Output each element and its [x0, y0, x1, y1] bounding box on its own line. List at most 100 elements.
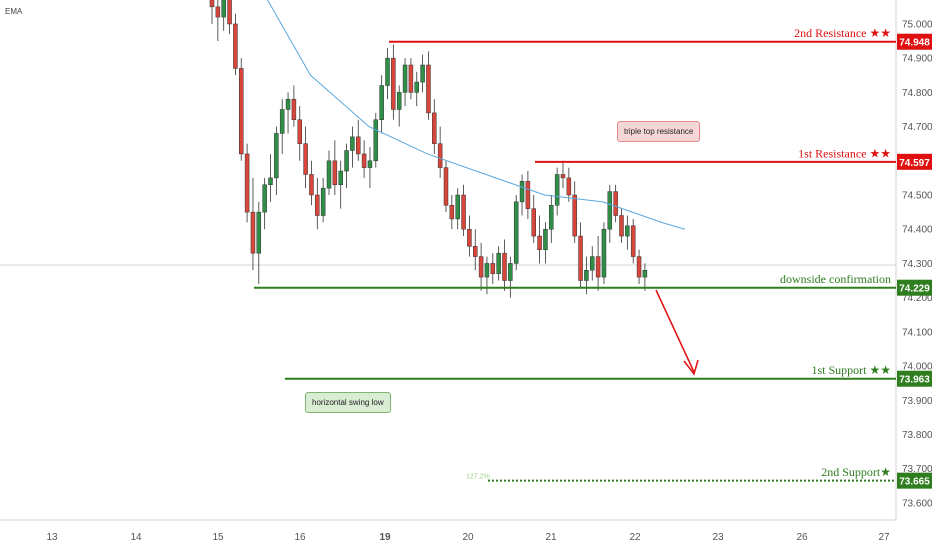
- x-tick-label: 27: [878, 532, 890, 543]
- candle-body: [396, 92, 402, 110]
- x-tick-label: 23: [712, 532, 724, 543]
- fib-label: 127.2%: [466, 474, 490, 481]
- x-tick-label: 21: [545, 532, 557, 543]
- candle-body: [315, 194, 320, 216]
- candle-body: [420, 64, 425, 83]
- y-tick-label: 74.400: [902, 225, 932, 236]
- candle-body: [320, 187, 326, 216]
- price-tag-value: 74.229: [899, 284, 930, 295]
- y-tick-label: 73.700: [902, 464, 932, 475]
- x-tick-label: 15: [212, 532, 224, 543]
- candle-body: [256, 211, 262, 254]
- indicator-legend: EMA: [5, 7, 23, 16]
- candle-body: [332, 160, 338, 185]
- candle-body: [543, 228, 548, 250]
- candle-body: [537, 235, 542, 250]
- candle-body: [554, 174, 560, 206]
- candle-body: [642, 270, 648, 278]
- candle-body: [595, 256, 601, 278]
- candle-body: [227, 0, 232, 25]
- price-tag: [897, 279, 932, 296]
- candle-body: [437, 143, 443, 168]
- candle-body: [519, 181, 525, 203]
- candle-body: [209, 0, 215, 8]
- level-label: 1st Support ★★: [811, 363, 891, 377]
- level-label: 1st Resistance ★★: [798, 146, 891, 160]
- y-tick-label: 74.200: [902, 293, 932, 304]
- level-label: 2nd Resistance ★★: [794, 26, 891, 40]
- x-tick-label: 19: [379, 532, 391, 543]
- price-tag-value: 74.948: [899, 38, 930, 49]
- candle-body: [414, 81, 419, 93]
- candle-body: [338, 170, 343, 185]
- candle-body: [619, 215, 624, 237]
- candle-body: [356, 136, 361, 155]
- price-axis[interactable]: 75.00074.90074.80074.70074.60074.50074.4…: [902, 19, 932, 509]
- candle-body: [432, 112, 437, 144]
- y-tick-label: 74.500: [902, 191, 932, 202]
- candle-body: [367, 160, 373, 168]
- candle-body: [385, 57, 390, 86]
- candle-body: [549, 205, 554, 230]
- candle-body: [426, 64, 431, 114]
- price-tag: [897, 153, 932, 170]
- candle-body: [531, 208, 536, 237]
- candle-body: [250, 211, 256, 254]
- candle-body: [285, 98, 291, 110]
- candle-body: [233, 23, 238, 69]
- price-tag: [897, 370, 932, 387]
- candle-body: [636, 256, 642, 278]
- swing-low-annotation: horizontal swing low: [305, 392, 391, 413]
- candle-body: [391, 57, 396, 110]
- candle-body: [274, 133, 279, 179]
- candle-body: [449, 205, 455, 220]
- candle-body: [303, 143, 308, 175]
- y-tick-label: 74.300: [902, 259, 932, 270]
- candle-body: [502, 252, 507, 281]
- x-tick-label: 22: [629, 532, 641, 543]
- candle-body: [566, 177, 572, 196]
- candle-body: [461, 194, 466, 230]
- candle-body: [490, 263, 496, 274]
- price-tag-value: 73.665: [899, 477, 930, 488]
- candle-body: [244, 153, 250, 213]
- candle-body: [607, 191, 613, 230]
- price-tags: 74.948 74.597 74.229 73.963 73.665: [897, 33, 932, 489]
- candle-body: [560, 174, 566, 179]
- candle-body: [467, 228, 472, 247]
- candle-body: [279, 109, 285, 134]
- x-tick-label: 14: [130, 532, 142, 543]
- candle-body: [402, 64, 408, 93]
- candle-body: [361, 153, 367, 168]
- candle-body: [350, 136, 355, 151]
- candle-body: [473, 246, 478, 257]
- x-tick-label: 13: [46, 532, 58, 543]
- candle-body: [291, 98, 297, 120]
- time-axis[interactable]: 13 14 15 16 19 20 21 22 23 26 27: [46, 532, 890, 543]
- candle-body: [443, 167, 449, 206]
- price-tag-value: 73.963: [899, 375, 930, 386]
- x-tick-label: 20: [462, 532, 474, 543]
- candle-body: [601, 228, 607, 278]
- candle-body: [525, 181, 531, 209]
- candle-body: [373, 119, 379, 162]
- candle-body: [215, 6, 221, 18]
- candle-body: [613, 191, 618, 216]
- candle-body: [309, 174, 314, 196]
- y-tick-label: 74.700: [902, 122, 932, 133]
- candle-body: [262, 184, 267, 213]
- candle-body: [584, 270, 589, 281]
- candle-body: [297, 119, 302, 144]
- candle-body: [239, 68, 244, 155]
- price-tag-value: 74.597: [899, 158, 930, 169]
- y-tick-label: 73.800: [902, 430, 932, 441]
- candle-body: [455, 194, 460, 220]
- candle-body: [326, 160, 332, 189]
- level-label: downside confirmation: [780, 272, 891, 286]
- y-tick-label: 73.600: [902, 498, 932, 509]
- candle-body: [484, 263, 490, 278]
- y-tick-label: 74.000: [902, 362, 932, 373]
- y-tick-label: 73.900: [902, 396, 932, 407]
- candle-body: [344, 150, 349, 172]
